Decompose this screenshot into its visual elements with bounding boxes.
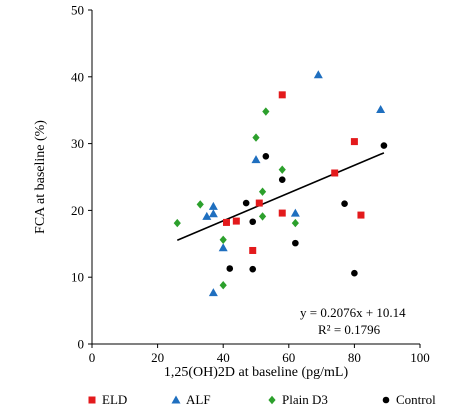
point-alf (251, 155, 261, 164)
y-tick-label: 0 (78, 337, 85, 352)
point-alf (208, 288, 218, 297)
legend-label-plain-d3: Plain D3 (282, 392, 328, 407)
y-tick-label: 20 (71, 203, 84, 218)
point-alf (290, 208, 300, 217)
plot-area: 0 10 20 30 40 50 0 20 40 60 80 100 (71, 3, 430, 366)
y-tick-label: 30 (71, 136, 84, 151)
point-alf (376, 105, 386, 114)
point-plain-d3 (196, 200, 204, 209)
point-control (351, 269, 358, 277)
point-alf (202, 211, 212, 220)
point-control (262, 152, 270, 160)
point-alf (208, 201, 218, 210)
x-tick-label: 20 (151, 350, 164, 365)
legend-marker-alf (171, 395, 181, 404)
point-control (292, 239, 299, 247)
point-alf (313, 70, 323, 79)
point-plain-d3 (291, 218, 299, 228)
point-eld (278, 209, 286, 217)
legend-marker-eld (88, 396, 96, 404)
legend-item-control: Control (382, 392, 436, 407)
x-tick-label: 100 (410, 350, 430, 365)
legend-item-eld: ELD (88, 392, 127, 407)
point-alf (208, 209, 218, 218)
point-plain-d3 (252, 133, 260, 142)
trend-equation: y = 0.2076x + 10.14 (300, 305, 406, 320)
point-alf (218, 243, 228, 252)
y-ticks: 0 10 20 30 40 50 (71, 3, 92, 352)
legend-marker-control (382, 396, 390, 404)
y-tick-label: 10 (71, 270, 84, 285)
point-control (278, 176, 286, 183)
point-control (341, 200, 348, 208)
x-ticks: 0 20 40 60 80 100 (89, 344, 430, 365)
y-tick-label: 50 (71, 3, 84, 18)
point-eld (350, 138, 358, 146)
point-control (242, 199, 250, 207)
point-eld (331, 169, 339, 177)
point-eld (278, 91, 286, 99)
legend-label-alf: ALF (186, 392, 211, 407)
legend-marker-plain-d3 (268, 395, 276, 405)
y-tick-label: 40 (71, 69, 84, 84)
legend-label-eld: ELD (102, 392, 127, 407)
point-eld (232, 217, 240, 225)
point-plain-d3 (173, 218, 181, 228)
point-plain-d3 (219, 281, 227, 290)
point-eld (255, 199, 263, 207)
point-control (249, 218, 257, 226)
point-plain-d3 (262, 107, 270, 116)
legend: ELD ALF Plain D3 Control (88, 392, 436, 407)
legend-item-plain-d3: Plain D3 (268, 392, 328, 407)
data-points (173, 70, 388, 297)
point-plain-d3 (219, 235, 227, 244)
trendline (176, 152, 385, 241)
trend-r-squared: R² = 0.1796 (318, 322, 381, 337)
point-eld (222, 218, 230, 226)
x-tick-label: 0 (89, 350, 96, 365)
x-tick-label: 80 (348, 350, 361, 365)
point-plain-d3 (258, 212, 267, 221)
x-tick-label: 40 (217, 350, 230, 365)
point-control (226, 265, 234, 272)
x-tick-label: 60 (282, 350, 295, 365)
legend-item-alf: ALF (171, 392, 211, 407)
point-control (380, 142, 388, 149)
legend-label-control: Control (396, 392, 436, 407)
y-axis-title: FCA at baseline (%) (33, 120, 48, 234)
point-plain-d3 (278, 165, 286, 174)
point-eld (357, 211, 365, 219)
point-eld (249, 246, 257, 254)
point-control (249, 265, 257, 273)
x-axis-title: 1,25(OH)2D at baseline (pg/mL) (164, 365, 349, 380)
point-plain-d3 (258, 187, 267, 196)
